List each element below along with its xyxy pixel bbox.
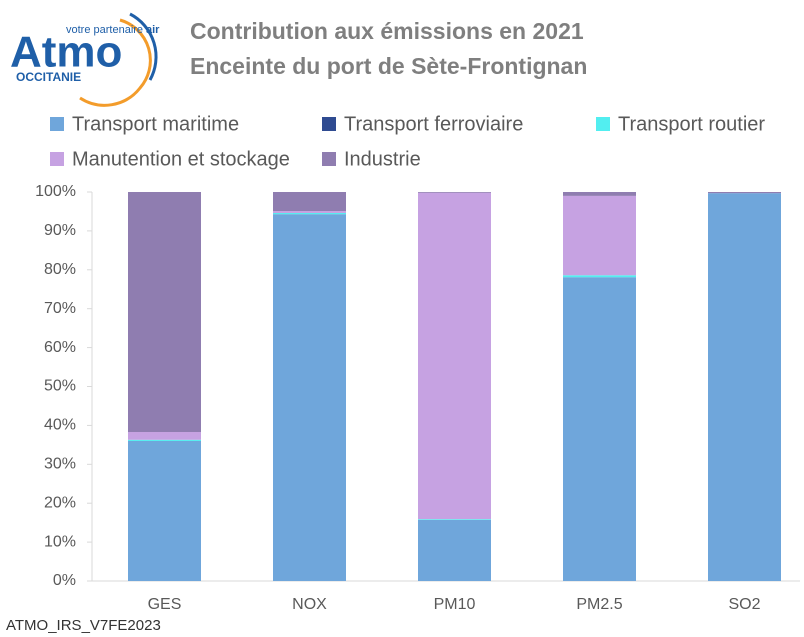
logo-name: Atmo (10, 28, 122, 77)
bar-segment (708, 193, 781, 582)
legend-label: Transport routier (618, 113, 765, 135)
legend-label: Industrie (344, 148, 421, 170)
logo-region: OCCITANIE (16, 70, 81, 84)
bar-segment (418, 519, 491, 581)
bar-segment (273, 213, 346, 215)
y-tick-label: 10% (44, 533, 76, 550)
logo-tagline: votre partenaire (66, 24, 143, 36)
chart-title: Contribution aux émissions en 2021 (190, 18, 584, 44)
legend-label: Manutention et stockage (72, 148, 290, 170)
bar-segment (273, 211, 346, 214)
chart-subtitle: Enceinte du port de Sète-Frontignan (190, 53, 587, 79)
bar-segment (563, 275, 636, 278)
x-tick-label: GES (148, 596, 182, 613)
y-tick-label: 30% (44, 456, 76, 473)
y-tick-label: 100% (35, 183, 76, 200)
x-tick-label: SO2 (728, 596, 760, 613)
y-tick-label: 20% (44, 494, 76, 511)
y-tick-label: 90% (44, 222, 76, 239)
bar-segment (128, 432, 201, 440)
legend-swatch (322, 117, 336, 131)
bar-segment (563, 195, 636, 276)
x-tick-label: PM10 (434, 596, 476, 613)
y-tick-label: 0% (53, 572, 76, 589)
y-tick-label: 60% (44, 339, 76, 356)
bar-segment (273, 214, 346, 581)
legend-swatch (50, 117, 64, 131)
x-tick-label: PM2.5 (576, 596, 622, 613)
legend-swatch (596, 117, 610, 131)
legend-swatch (322, 152, 336, 166)
footnote: ATMO_IRS_V7FE2023 (6, 617, 161, 634)
logo-swoosh (129, 12, 158, 81)
x-tick-label: NOX (292, 596, 327, 613)
legend-swatch (50, 152, 64, 166)
bar-segment (418, 519, 491, 520)
bar-segment (708, 192, 781, 194)
y-tick-label: 70% (44, 300, 76, 317)
bar-segment (273, 192, 346, 212)
bar-segment (563, 277, 636, 581)
y-tick-label: 40% (44, 417, 76, 434)
bar-segment (563, 192, 636, 196)
legend-label: Transport ferroviaire (344, 113, 523, 135)
bar-segment (128, 192, 201, 433)
y-tick-label: 80% (44, 261, 76, 278)
logo-swoosh (79, 18, 152, 107)
bar-segment (418, 192, 491, 520)
bar-segment (128, 439, 201, 441)
logo-tagline-bold: air (146, 24, 160, 36)
y-tick-label: 50% (44, 378, 76, 395)
bar-segment (128, 440, 201, 581)
logo: votre partenaire air Atmo OCCITANIE (10, 12, 160, 107)
bar-segment (418, 192, 491, 193)
legend-label: Transport maritime (72, 113, 239, 135)
